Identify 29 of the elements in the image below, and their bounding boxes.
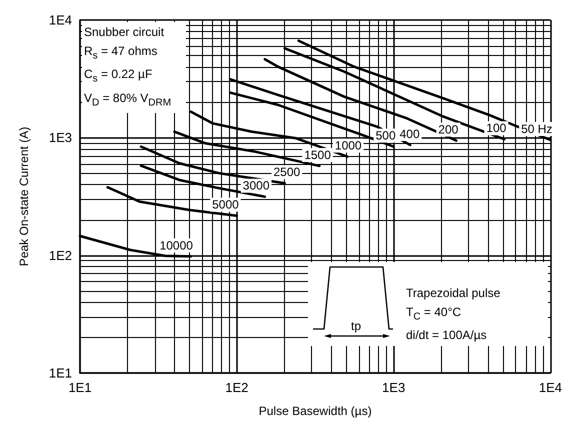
series-label: 50 Hz [521,122,552,136]
y-tick-label: 1E3 [48,130,72,146]
x-tick-label: 1E3 [382,380,406,395]
series-label: 10000 [160,238,194,252]
x-axis-title: Pulse Basewidth (µs) [258,404,372,418]
series-label: 100 [486,121,507,136]
series-label: 5000 [212,198,240,212]
annotation: V$_{D}$ = 80% V$_{DRM}$ [84,90,172,110]
series-label: 1000 [334,138,362,153]
annotation: Snubber circuit [84,24,166,41]
annotation: tp [351,319,362,333]
series-label: 500 [376,128,396,143]
series-label: 1500 [304,148,332,162]
y-tick-label: 1E1 [48,366,72,380]
y-tick-label: 1E4 [48,12,72,28]
annotation: di/dt = 100A/µs [406,327,488,344]
y-tick-label: 1E2 [48,248,72,263]
annotation: C$_{s}$ = 0.22 µF [84,66,154,87]
series-label: 200 [438,122,459,137]
annotation: R$_{s}$ = 47 ohms [84,43,158,64]
annotation: Trapezoidal pulse [406,285,500,302]
series-label: 400 [400,126,420,141]
annotation: T$_{C}$ = 40°C [406,304,462,324]
series-label: 3000 [242,178,270,193]
series-label: 2500 [274,165,301,180]
x-tick-label: 1E1 [68,380,92,395]
y-axis-title: Peak On-state Current (A) [17,126,31,266]
x-tick-label: 1E4 [538,380,562,395]
x-tick-label: 1E2 [225,380,248,395]
